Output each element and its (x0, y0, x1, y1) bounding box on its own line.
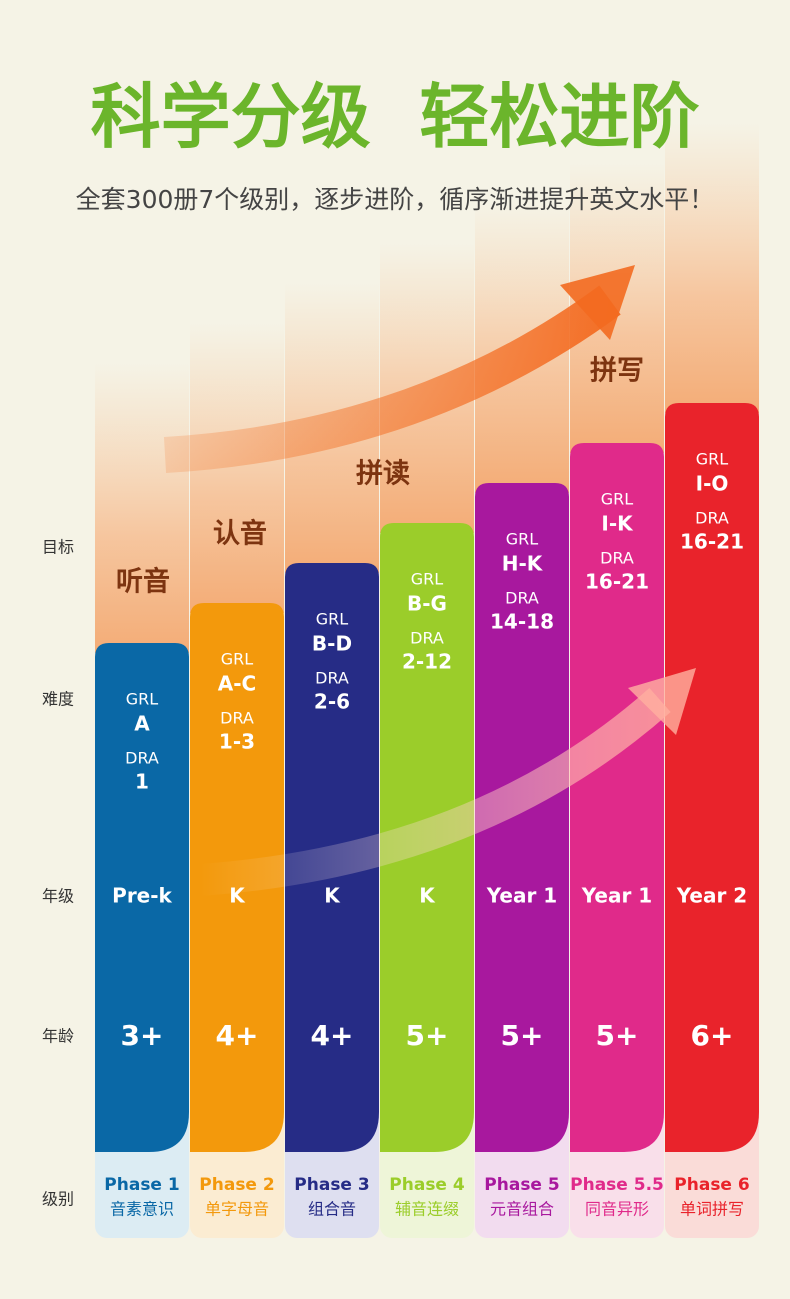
goal: 认音 (213, 518, 267, 550)
grade: Pre-k (112, 884, 172, 908)
age: 4+ (216, 1019, 259, 1052)
phase-desc: 元音组合 (490, 1200, 554, 1219)
glow (95, 363, 189, 653)
arrow-decor (163, 285, 621, 473)
row-label: 难度 (42, 690, 74, 709)
arrow-decor (198, 688, 671, 896)
arrow-head (560, 265, 635, 340)
grl-value: A (134, 712, 150, 736)
grl-value: I-O (696, 472, 729, 496)
dra-value: 14-18 (490, 610, 554, 634)
age: 4+ (311, 1019, 354, 1052)
dra-value: 16-21 (585, 570, 649, 594)
dra-value: 16-21 (680, 530, 744, 554)
grade: Year 2 (676, 884, 747, 908)
grl-value: I-K (601, 512, 634, 536)
level-bar (95, 643, 189, 1152)
grl-value: B-G (407, 592, 447, 616)
phase-desc: 组合音 (308, 1200, 356, 1219)
dra-value: 1-3 (219, 730, 255, 754)
grade: Year 1 (581, 884, 652, 908)
dra-value: 1 (135, 770, 149, 794)
dra-value: 2-12 (402, 650, 452, 674)
phase-desc: 音素意识 (110, 1200, 174, 1219)
row-label: 年龄 (42, 1027, 74, 1046)
grade: Year 1 (486, 884, 557, 908)
arrow-head (628, 668, 696, 735)
phase-desc: 同音异形 (585, 1200, 649, 1219)
grl-label: GRL (601, 490, 634, 509)
grl-label: GRL (221, 650, 254, 669)
age: 5+ (596, 1019, 639, 1052)
grl-value: A-C (218, 672, 256, 696)
phase: Phase 1 (104, 1175, 179, 1195)
grade: K (419, 884, 436, 908)
phase-desc: 辅音连缀 (395, 1200, 459, 1219)
goal: 拼写 (590, 356, 644, 387)
row-label: 目标 (42, 538, 74, 557)
grl-value: B-D (312, 632, 352, 656)
grl-label: GRL (126, 690, 159, 709)
dra-value: 2-6 (314, 690, 350, 714)
phase: Phase 5 (484, 1175, 559, 1195)
goal: 听音 (116, 566, 170, 598)
level-bar (570, 443, 664, 1152)
row-label: 级别 (42, 1190, 74, 1209)
age: 3+ (121, 1019, 164, 1052)
row-label: 年级 (42, 887, 74, 906)
phase: Phase 2 (199, 1175, 274, 1195)
phase: Phase 6 (674, 1175, 749, 1195)
phase: Phase 5.5 (570, 1175, 664, 1195)
goal: 拼读 (356, 459, 410, 490)
level-bar (475, 483, 569, 1152)
title: 科学分级 轻松进阶 (91, 76, 700, 158)
dra-label: DRA (125, 749, 159, 768)
grade: K (324, 884, 341, 908)
grl-label: GRL (316, 610, 349, 629)
phase: Phase 4 (389, 1175, 465, 1195)
dra-label: DRA (505, 589, 539, 608)
dra-label: DRA (410, 629, 444, 648)
dra-label: DRA (315, 669, 349, 688)
grl-label: GRL (411, 570, 444, 589)
dra-label: DRA (695, 509, 729, 528)
grl-label: GRL (696, 450, 729, 469)
age: 6+ (691, 1019, 734, 1052)
age: 5+ (406, 1019, 449, 1052)
glow (665, 123, 759, 413)
age: 5+ (501, 1019, 544, 1052)
level-bar (665, 403, 759, 1152)
phase-desc: 单词拼写 (680, 1200, 744, 1219)
phase-desc: 单字母音 (205, 1200, 269, 1219)
dra-label: DRA (220, 709, 254, 728)
dra-label: DRA (600, 549, 634, 568)
subtitle: 全套300册7个级别，逐步进阶，循序渐进提升英文水平！ (76, 185, 715, 214)
phase: Phase 3 (294, 1175, 369, 1195)
grl-label: GRL (506, 530, 539, 549)
grl-value: H-K (502, 552, 544, 576)
